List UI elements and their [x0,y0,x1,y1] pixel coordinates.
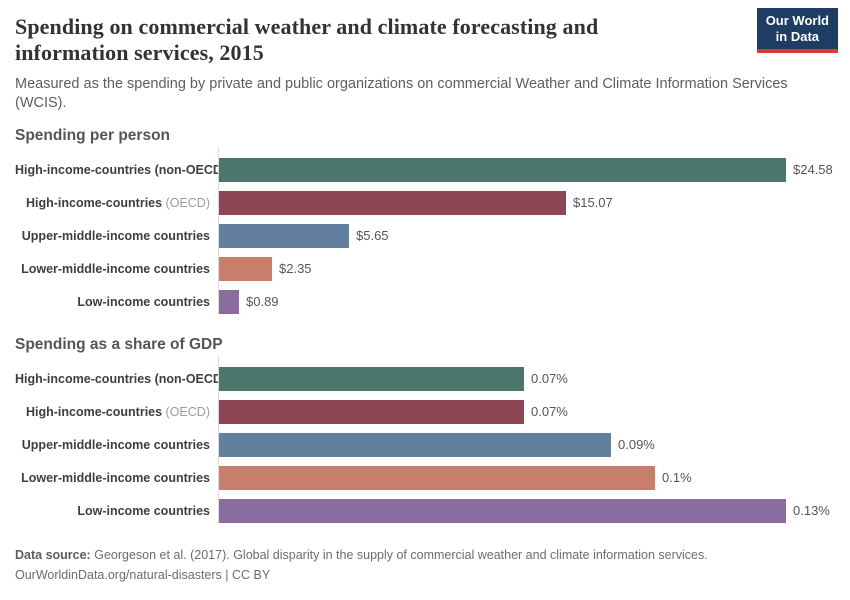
bar [218,223,349,248]
bar-track: $2.35 [218,256,834,281]
category-label: Lower-middle-income countries [21,261,210,276]
axis-line [218,356,219,523]
license-line: OurWorldinData.org/natural-disasters | C… [15,568,271,582]
category-label: Low-income countries [77,503,210,518]
bar-rows: High-income-countries (non-OECD) 0.07% Hig… [15,362,834,527]
bar [218,157,786,182]
bar-track: 0.13% [218,498,834,523]
bar-track: 0.07% [218,399,834,424]
bar-track: 0.07% [218,366,834,391]
bar-row: Lower-middle-income countries 0.1% [15,461,834,494]
value-label: $15.07 [573,195,613,210]
chart-plot-area: High-income-countries (non-OECD) 0.07% Hig… [15,356,834,527]
value-label: $5.65 [356,228,389,243]
axis-line [218,147,219,314]
bar-row: High-income-countries (non-OECD) 0.07% [15,362,834,395]
bar [218,465,655,490]
logo-line1: Our World [765,13,829,28]
chart-subtitle: Measured as the spending by private and … [15,76,788,111]
data-source-text: Georgeson et al. (2017). Global disparit… [94,548,708,562]
bar-row: Lower-middle-income countries $2.35 [15,252,834,285]
bar-row: Low-income countries $0.89 [15,285,834,318]
bar-track: $5.65 [218,223,834,248]
bar [218,432,611,457]
bar-row: High-income-countries (OECD) $15.07 [15,186,834,219]
bar-track: $15.07 [218,190,834,215]
value-label: 0.07% [531,404,568,419]
category-label: Lower-middle-income countries [21,470,210,485]
category-label: High-income-countries (non-OECD) [15,371,227,386]
bar-row: Low-income countries 0.13% [15,494,834,527]
category-label: Low-income countries [77,294,210,309]
owid-logo: Our World in Data [756,8,838,53]
chart-plot-area: High-income-countries (non-OECD) $24.58 Hi… [15,147,834,318]
bar [218,190,566,215]
bar-row: Upper-middle-income countries $5.65 [15,219,834,252]
bar [218,256,272,281]
bar-row: High-income-countries (OECD) 0.07% [15,395,834,428]
value-label: $24.58 [793,162,833,177]
data-source-line: Data source: Georgeson et al. (2017). Gl… [15,545,834,565]
value-label: $0.89 [246,294,279,309]
category-label: High-income-countries (OECD) [25,195,210,210]
header: Our World in Data Spending on commercial… [15,8,838,113]
bar [218,366,524,391]
chart-spending-per-person: Spending per person High-income-countrie… [15,127,834,318]
category-label: Upper-middle-income countries [21,228,210,243]
chart-export: Our World in Data Spending on commercial… [15,8,838,585]
value-label: $2.35 [279,261,312,276]
bar-row: High-income-countries (non-OECD) $24.58 [15,153,834,186]
value-label: 0.1% [662,470,692,485]
logo-line2: in Data [775,29,820,44]
bar [218,498,786,523]
bar-row: Upper-middle-income countries 0.09% [15,428,834,461]
footer: Data source: Georgeson et al. (2017). Gl… [15,545,834,585]
bar [218,289,239,314]
bar-track: 0.1% [218,465,834,490]
bar-rows: High-income-countries (non-OECD) $24.58 Hi… [15,153,834,318]
bar-track: 0.09% [218,432,834,457]
category-label: High-income-countries (OECD) [25,404,210,419]
chart-section-title: Spending as a share of GDP [15,336,223,353]
bar-track: $24.58 [218,157,834,182]
data-source-label: Data source: [15,548,91,562]
chart-section-title: Spending per person [15,127,171,144]
value-label: 0.07% [531,371,568,386]
bar [218,399,524,424]
bar-track: $0.89 [218,289,834,314]
value-label: 0.13% [793,503,830,518]
category-label: High-income-countries (non-OECD) [15,162,227,177]
chart-spending-share-gdp: Spending as a share of GDP High-income-c… [15,336,834,527]
value-label: 0.09% [618,437,655,452]
chart-title: Spending on commercial weather and clima… [15,14,599,65]
category-label: Upper-middle-income countries [21,437,210,452]
